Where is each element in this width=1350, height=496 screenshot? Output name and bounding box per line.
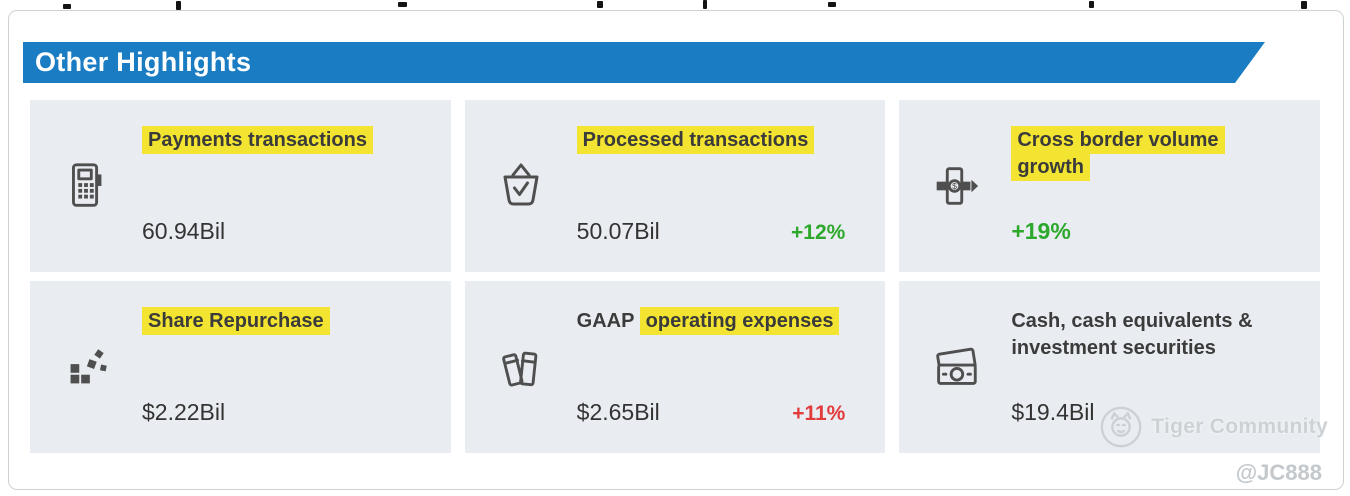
highlighted-title: Cross border volume growth [1011,126,1225,181]
card-delta: +11% [792,402,846,425]
card-stat-row: +19% [1011,218,1280,245]
svg-text:$: $ [952,181,957,191]
card-stat-row: $2.65Bil +11% [577,399,846,426]
highlighted-title: Payments transactions [142,126,373,154]
card-stat-row: $2.22Bil [142,399,411,426]
card-stat: $2.65Bil [576,399,660,425]
card-content: Cross border volume growth +19% [1011,100,1320,272]
highlighted-title: Processed transactions [576,126,815,154]
card-stat-row: $19.4Bil [1011,399,1280,426]
ink-artifact [1301,1,1307,9]
page-title: Other Highlights [35,47,252,77]
card-content: Payments transactions 60.94Bil [142,100,451,272]
card-gaap-operating-expenses: GAAP operating expenses $2.65Bil +11% [464,281,886,453]
title-prefix: GAAP [576,310,640,332]
card-stat: +19% [1011,218,1071,244]
card-share-repurchase: Share Repurchase $2.22Bil [30,281,451,453]
payment-terminal-icon [30,100,142,272]
card-title: Processed transactions [576,126,846,154]
highlights-grid: Payments transactions 60.94Bil Processed… [30,100,1320,453]
card-stat-row: 50.07Bil +12% [577,218,846,245]
highlighted-title: operating expenses [639,307,840,335]
highlighted-title: Share Repurchase [142,307,330,335]
card-stat: 50.07Bil [576,218,660,244]
card-content: Cash, cash equivalents & investment secu… [1011,281,1320,453]
cash-icon [899,281,1011,453]
books-icon [465,281,577,453]
card-content: GAAP operating expenses $2.65Bil +11% [577,281,886,453]
card-stat-row: 60.94Bil [142,218,411,245]
card-stat: $2.22Bil [142,399,226,425]
ink-artifact [828,2,836,7]
header-banner: Other Highlights [23,42,1265,83]
ink-artifact [597,1,603,8]
card-title: Cash, cash equivalents & investment secu… [1011,310,1253,359]
card-title: GAAP operating expenses [576,307,846,335]
money-transfer-icon: $ [899,100,1011,272]
basket-check-icon [465,100,577,272]
card-content: Share Repurchase $2.22Bil [142,281,451,453]
ink-artifact [398,2,407,7]
card-delta: +12% [791,221,846,244]
card-stat: 60.94Bil [142,218,226,244]
card-cash-and-investments: Cash, cash equivalents & investment secu… [899,281,1320,453]
ink-artifact [1089,1,1094,8]
ink-artifact [703,0,707,9]
card-payments-transactions: Payments transactions 60.94Bil [30,100,451,272]
card-title: Payments transactions [142,126,411,154]
watermark-username: @JC888 [1235,460,1322,485]
card-processed-transactions: Processed transactions 50.07Bil +12% [464,100,886,272]
card-title: Share Repurchase [142,307,411,335]
card-content: Processed transactions 50.07Bil +12% [576,100,886,272]
card-title: Cross border volume growth [1011,126,1280,181]
card-stat: $19.4Bil [1011,399,1095,425]
blocks-icon [30,281,142,453]
card-cross-border-volume-growth: $ Cross border volume growth +19% [899,100,1320,272]
ink-artifact [63,4,71,9]
ink-artifact [176,1,181,10]
